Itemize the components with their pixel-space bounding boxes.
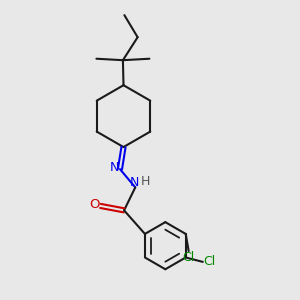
Text: N: N [110,161,119,174]
Text: Cl: Cl [203,255,215,268]
Text: Cl: Cl [182,251,195,264]
Text: N: N [130,176,140,189]
Text: H: H [141,175,150,188]
Text: O: O [89,198,99,211]
